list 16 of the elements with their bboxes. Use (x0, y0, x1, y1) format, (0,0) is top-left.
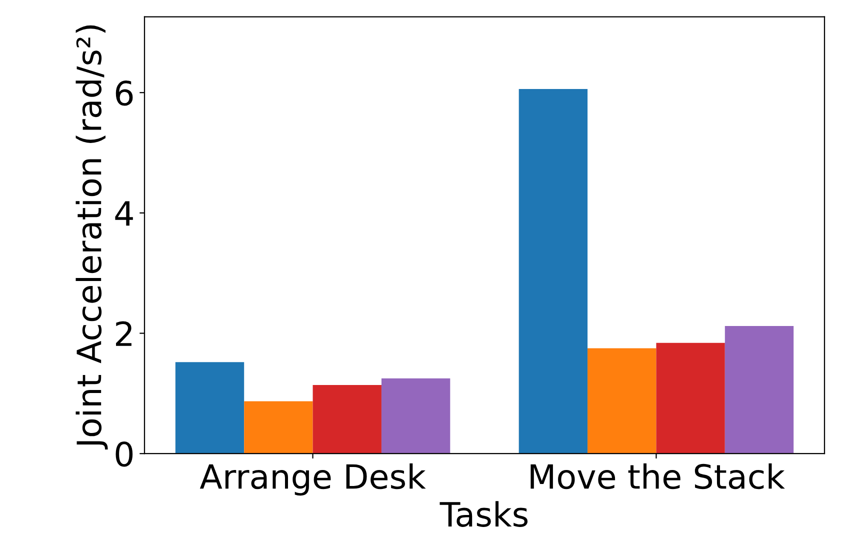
y-tick-label: 2 (116, 321, 132, 346)
y-tick-label: 4 (115, 201, 133, 226)
x-tick-label: Arrange Desk (200, 463, 426, 496)
bar (312, 385, 382, 454)
bar (244, 401, 313, 454)
bar (724, 326, 794, 454)
x-tick-label: Move the Stack (530, 463, 785, 490)
x-axis-title: Tasks (440, 501, 528, 527)
bar (656, 342, 725, 454)
bar (381, 378, 450, 454)
y-tick-label: 0 (116, 442, 133, 467)
bar (588, 348, 656, 454)
y-axis-title: Joint Acceleration (rad/s²) (76, 25, 108, 450)
bar (518, 89, 588, 454)
y-tick-label: 6 (116, 80, 133, 106)
bar (175, 362, 244, 454)
